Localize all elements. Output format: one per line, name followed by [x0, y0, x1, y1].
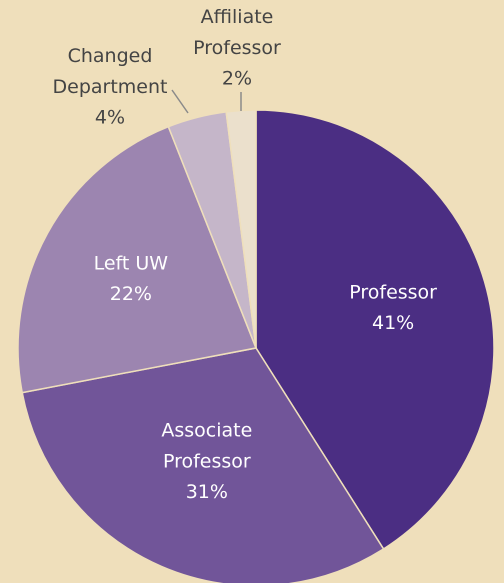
- label-line: Professor: [193, 37, 281, 59]
- label-line: Left UW: [94, 252, 169, 274]
- pie-slice: [17, 125, 258, 394]
- pie-slice: [255, 109, 495, 550]
- slice-value: 4%: [95, 107, 125, 129]
- leader-line: [171, 89, 189, 114]
- slice-label: Left UW: [94, 252, 169, 274]
- slice-value: 31%: [186, 481, 228, 503]
- label-line: Professor: [349, 281, 437, 303]
- slice-label: Associate Professor: [161, 419, 252, 472]
- slice-label: Changed Department: [53, 45, 168, 98]
- label-line: Affiliate: [201, 6, 274, 28]
- label-line: Associate: [161, 419, 252, 441]
- slice-label: Affiliate Professor: [193, 6, 281, 59]
- slice-label: Professor: [349, 281, 437, 303]
- slice-value: 2%: [222, 68, 252, 90]
- label-line: Department: [53, 76, 168, 98]
- slice-value: 22%: [110, 283, 152, 305]
- pie-slice: [21, 347, 385, 583]
- slice-value: 41%: [372, 312, 414, 334]
- label-line: Changed: [68, 45, 153, 67]
- label-line: Professor: [163, 450, 251, 472]
